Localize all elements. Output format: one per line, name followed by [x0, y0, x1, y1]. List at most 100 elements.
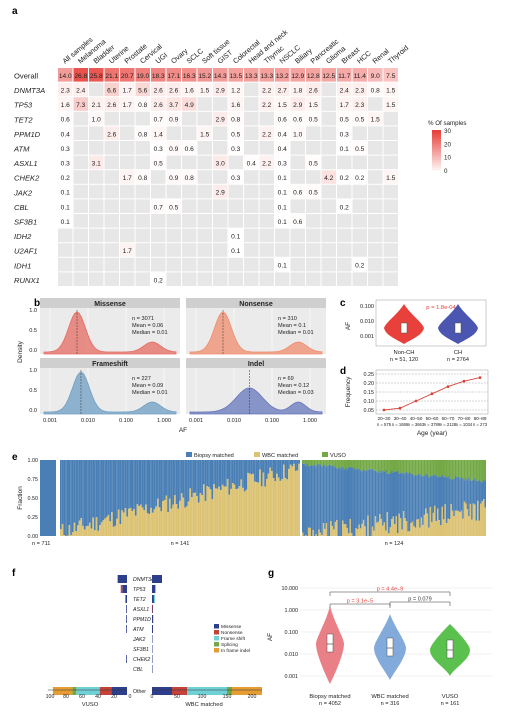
heatmap-cell [244, 126, 259, 140]
fraction-bar [471, 519, 473, 536]
fraction-bar [408, 472, 411, 532]
vuso-bar [111, 687, 127, 695]
heatmap-cell [228, 68, 243, 82]
fraction-bar [175, 504, 178, 536]
panel-g-violin: 10.000 1.000 0.100 0.010 0.001 AF Biopsy match… [267, 584, 492, 707]
line-n-label: n = 273 [473, 422, 488, 427]
fraction-bar [474, 504, 476, 536]
fraction-bar [355, 528, 357, 536]
heatmap-cell [290, 155, 305, 170]
heatmap-cell [58, 170, 73, 184]
fraction-bar [395, 516, 397, 536]
fraction-bar [63, 535, 66, 536]
fraction-bar [312, 460, 314, 467]
fraction-bar [209, 489, 212, 536]
fraction-bar [423, 460, 426, 476]
fraction-group-n: n = 124 [385, 541, 404, 547]
heatmap-cell-value: 4.2 [324, 175, 333, 182]
heatmap-cell-value: 2.6 [309, 88, 318, 95]
heatmap-cell-value: 1.0 [293, 131, 302, 138]
heatmap-cell [368, 199, 383, 213]
fraction-bar [315, 534, 317, 536]
fraction-bar [484, 480, 486, 508]
fraction-bar [444, 504, 446, 536]
heatmap-cell [166, 214, 181, 228]
line-n-label: n = 1034 [456, 422, 473, 427]
heatmap-cell-value: 2.6 [154, 102, 163, 109]
heatmap-cell [321, 68, 336, 82]
trend-point [462, 379, 466, 383]
fraction-bar [242, 460, 244, 488]
fraction-bar [345, 460, 347, 468]
fraction-bar [422, 525, 424, 536]
fraction-bar [362, 519, 365, 536]
heatmap-cell [166, 228, 181, 243]
heatmap-cell-value: 0.1 [278, 190, 287, 197]
fraction-bar [339, 460, 341, 468]
fraction-bar [304, 465, 307, 536]
fraction-bar [83, 460, 86, 530]
fraction-bar [274, 481, 277, 536]
heatmap-row-label: ASXL1 [13, 159, 38, 168]
legend-gradient-step [432, 158, 441, 161]
fraction-bar [438, 520, 440, 536]
heatmap-cell [321, 97, 336, 111]
legend-gradient-step [432, 156, 441, 159]
heatmap-cell [58, 199, 73, 213]
heatmap-cell-value: 2.1 [92, 102, 101, 109]
wbc-bar [152, 585, 155, 593]
legend-gradient-step [432, 134, 441, 137]
fraction-bar [211, 499, 214, 536]
heatmap-cell [89, 257, 104, 272]
fraction-bar [478, 460, 481, 481]
fraction-bar [189, 460, 192, 489]
line-x-tick: 30–40 [394, 416, 407, 421]
heatmap-cell-value: 11.4 [354, 73, 367, 80]
heatmap-cell [73, 214, 88, 228]
line-x-tick: 70–80 [458, 416, 471, 421]
fraction-bar [107, 514, 110, 536]
heatmap-cell-value: 0.6 [61, 117, 70, 124]
fraction-bar [469, 460, 472, 481]
fraction-bar [420, 517, 423, 536]
heatmap-cell [259, 126, 274, 140]
heatmap-cell [197, 272, 212, 286]
fraction-bar [148, 513, 151, 536]
heatmap-cell-value: 1.2 [231, 88, 240, 95]
fraction-bar [202, 460, 205, 485]
heatmap-cell [135, 199, 150, 213]
fraction-bar [225, 460, 227, 487]
fraction-bar [282, 460, 285, 465]
wbc-bar [152, 687, 172, 695]
fraction-bar [383, 460, 386, 472]
heatmap-cell [73, 170, 88, 184]
heatmap-cell [259, 199, 274, 213]
heatmap-cell-value: 1.7 [123, 175, 132, 182]
heatmap-cell [383, 126, 398, 140]
heatmap-cell [352, 111, 367, 126]
fraction-bar [391, 519, 393, 536]
fraction-bar [450, 504, 452, 536]
fraction-bar [112, 526, 115, 536]
fraction-bar [388, 473, 390, 534]
heatmap-cell-value: 2.4 [76, 88, 85, 95]
fraction-bar [426, 513, 429, 536]
fraction-bar [404, 472, 406, 519]
heatmap-cell [135, 228, 150, 243]
heatmap-cell [104, 214, 119, 228]
fraction-bar [259, 460, 261, 470]
heatmap-cell [306, 184, 321, 199]
heatmap-cell-value: 0.1 [278, 175, 287, 182]
fraction-bar [77, 525, 79, 536]
facet-title: Missense [94, 301, 126, 308]
fraction-bar [396, 470, 399, 534]
density-x-tick: 0.010 [81, 418, 95, 424]
heatmap-cell [104, 257, 119, 272]
facet-stat: Median = 0.01 [132, 330, 168, 336]
fraction-bar [88, 522, 91, 536]
heatmap-cell [275, 272, 290, 286]
fraction-bar [457, 476, 460, 512]
fraction-bar [257, 460, 260, 483]
heatmap-cell-value: 0.9 [169, 117, 178, 124]
fraction-bar [316, 464, 319, 536]
